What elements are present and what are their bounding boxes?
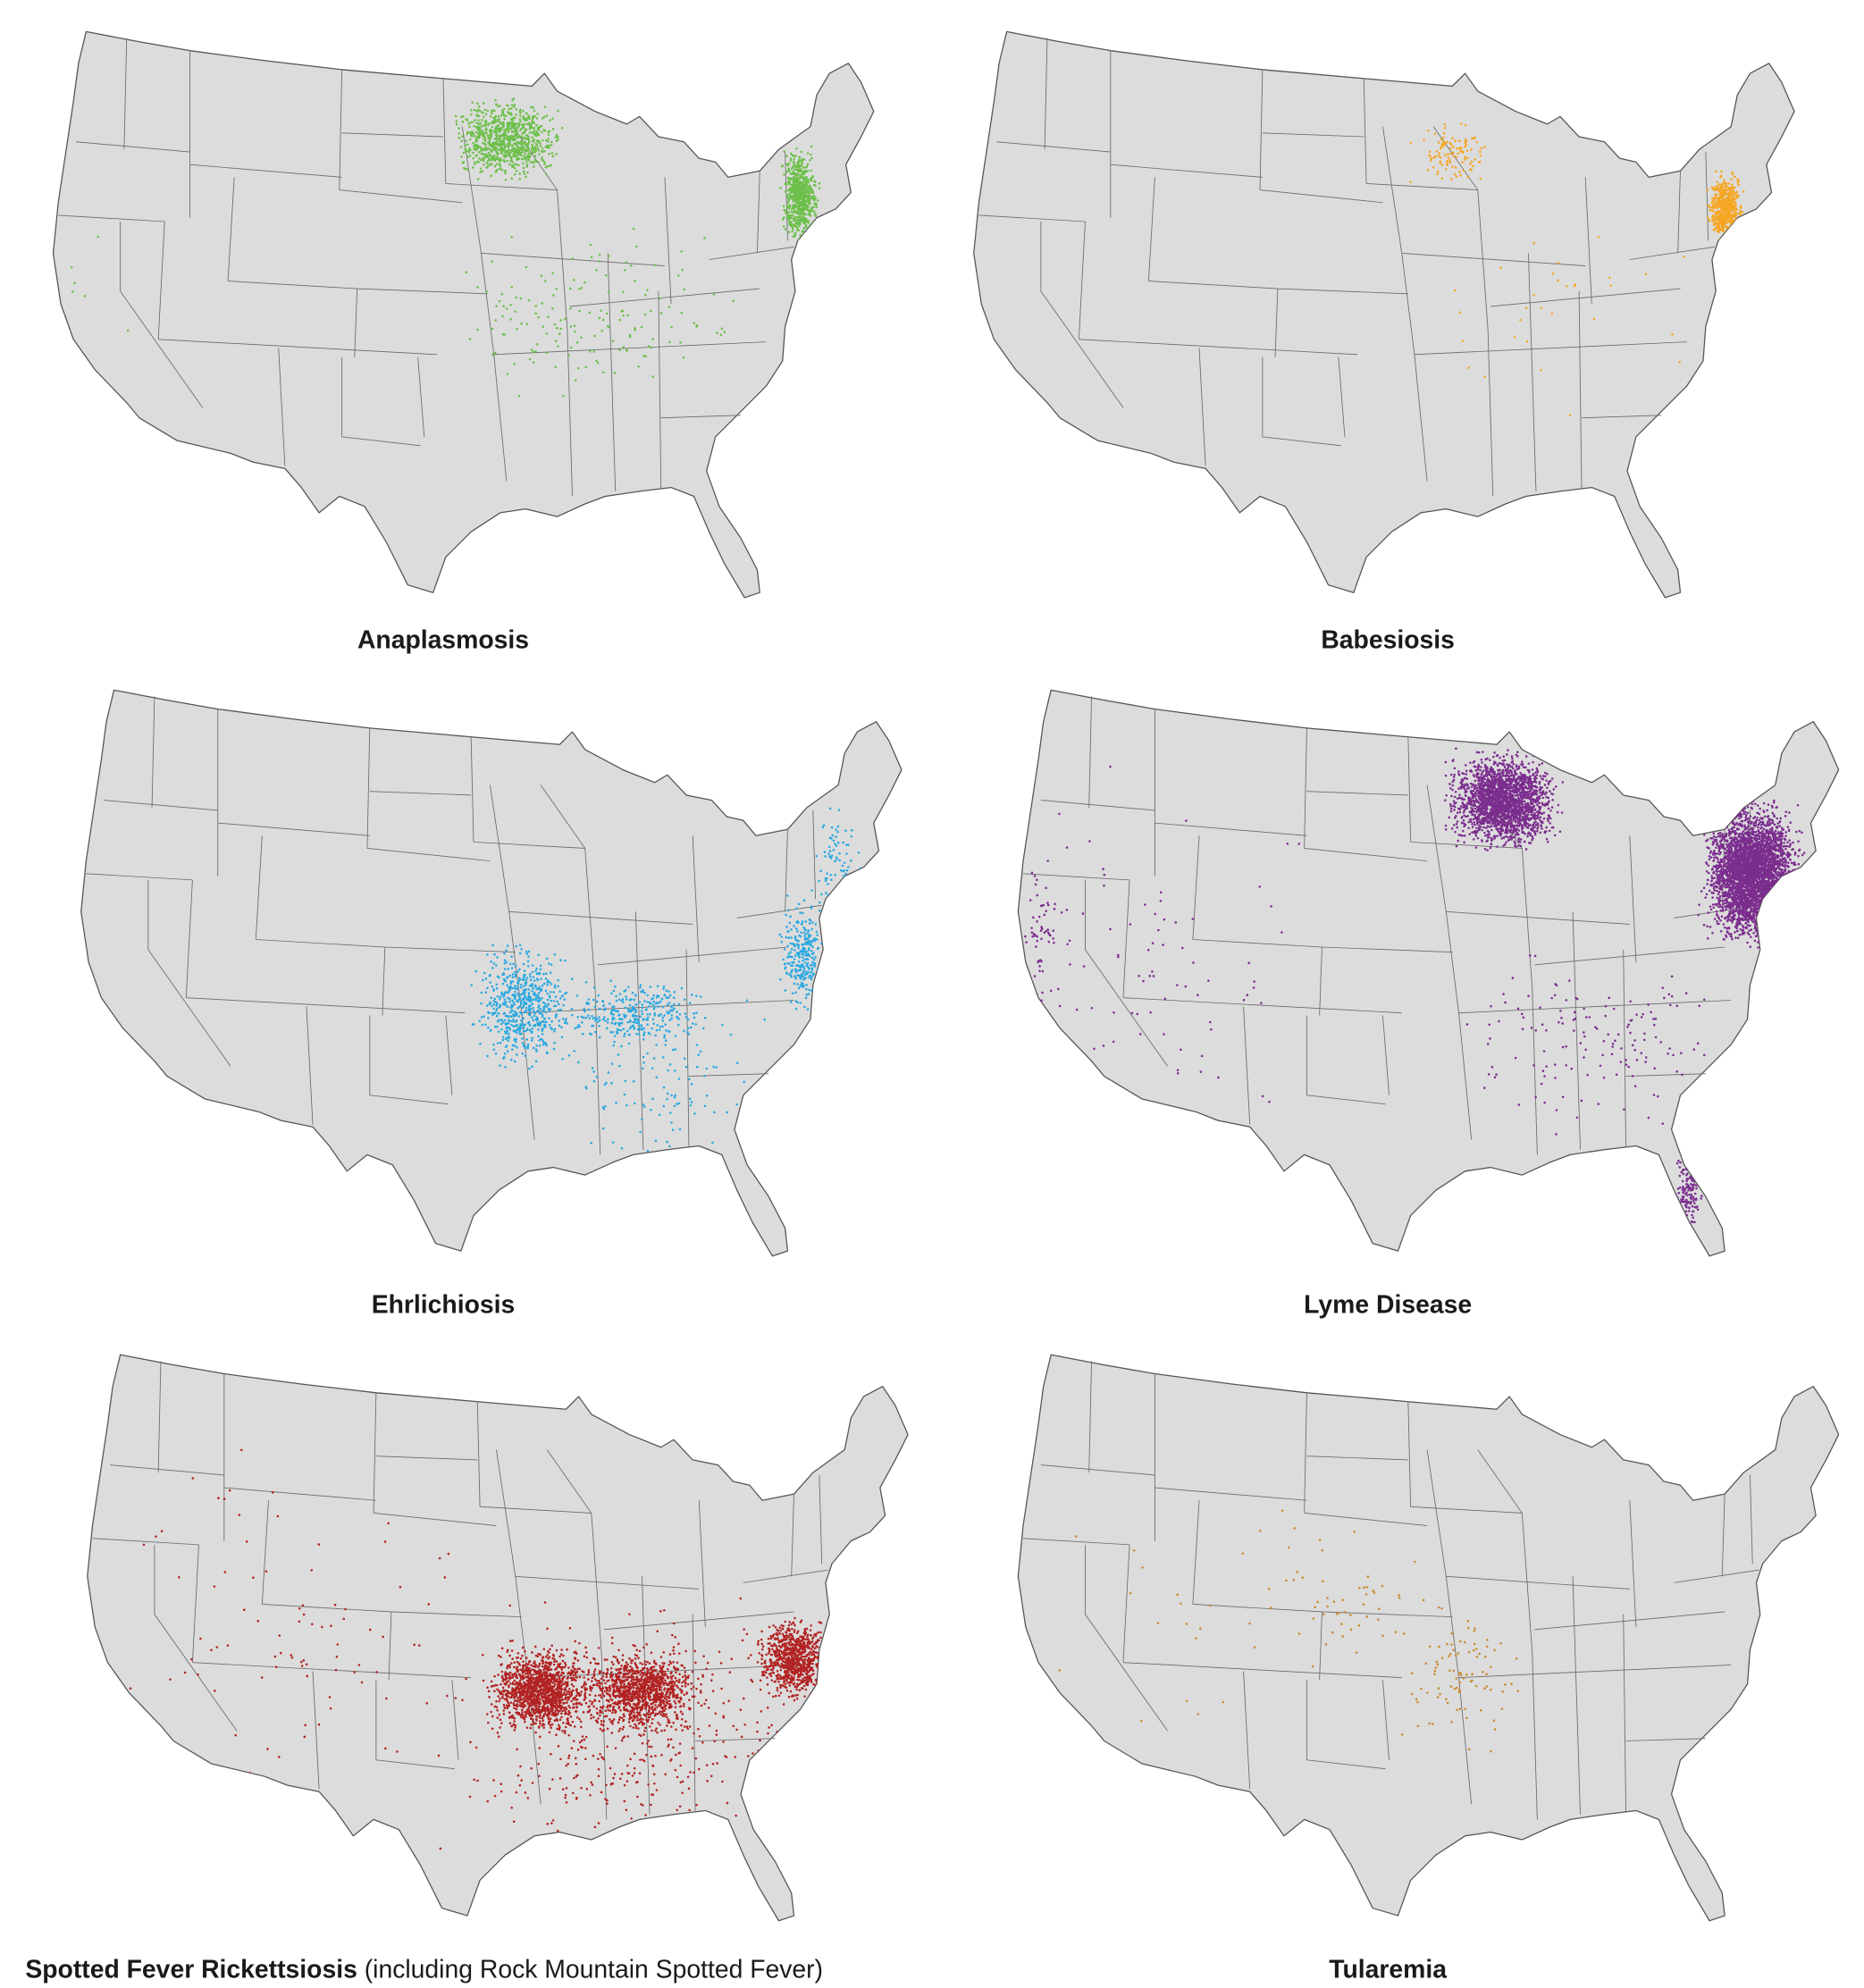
us-map <box>1017 689 1840 1257</box>
state-borders <box>1022 1361 1759 1820</box>
map-caption: Anaplasmosis <box>357 626 529 655</box>
case-dots <box>129 1448 837 1854</box>
us-map <box>52 30 875 599</box>
us-map <box>87 1354 909 1922</box>
us-map <box>973 30 1795 599</box>
caption-subtitle: (including Rock Mountain Spotted Fever) <box>365 1956 823 1984</box>
map-caption: Lyme Disease <box>1304 1291 1472 1320</box>
us-outline <box>52 30 875 599</box>
us-outline <box>87 1354 909 1922</box>
us-outline <box>973 30 1795 599</box>
caption-title: Spotted Fever Rickettsiosis <box>25 1956 357 1984</box>
state-borders <box>978 38 1715 497</box>
us-outline <box>80 689 903 1257</box>
state-borders <box>58 38 794 497</box>
map-caption: Ehrlichiosis <box>372 1291 516 1320</box>
us-map <box>1017 1354 1840 1922</box>
state-borders <box>1022 696 1759 1155</box>
map-caption: Tularemia <box>1329 1956 1447 1984</box>
map-grid: Anaplasmosis Babesiosis Ehrlichiosis Lym… <box>25 30 1840 1984</box>
map-caption: Babesiosis <box>1321 626 1455 655</box>
state-borders <box>92 1361 828 1820</box>
us-outline <box>1017 1354 1840 1922</box>
map-caption: Spotted Fever Rickettsiosis (including R… <box>25 1956 823 1984</box>
state-borders <box>86 696 822 1155</box>
us-outline <box>1017 689 1840 1257</box>
us-map <box>80 689 903 1257</box>
